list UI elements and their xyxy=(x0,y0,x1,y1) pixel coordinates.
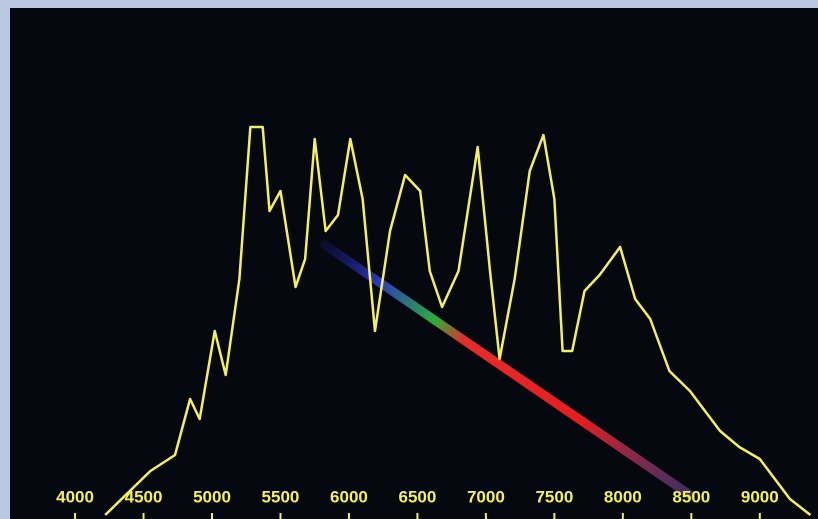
spectrum-view: 4000450050005500600065007000750080008500… xyxy=(0,0,818,519)
x-tick-label: 5000 xyxy=(193,487,231,506)
x-tick-label: 6000 xyxy=(330,487,368,506)
x-tick-label: 6500 xyxy=(399,487,437,506)
x-tick-label: 7500 xyxy=(535,487,573,506)
x-tick-label: 4000 xyxy=(56,487,94,506)
x-tick-label: 9000 xyxy=(741,487,779,506)
screen xyxy=(10,8,818,519)
x-tick-label: 5500 xyxy=(262,487,300,506)
x-tick-label: 8500 xyxy=(672,487,710,506)
x-tick-label: 7000 xyxy=(467,487,505,506)
x-tick-label: 8000 xyxy=(604,487,642,506)
